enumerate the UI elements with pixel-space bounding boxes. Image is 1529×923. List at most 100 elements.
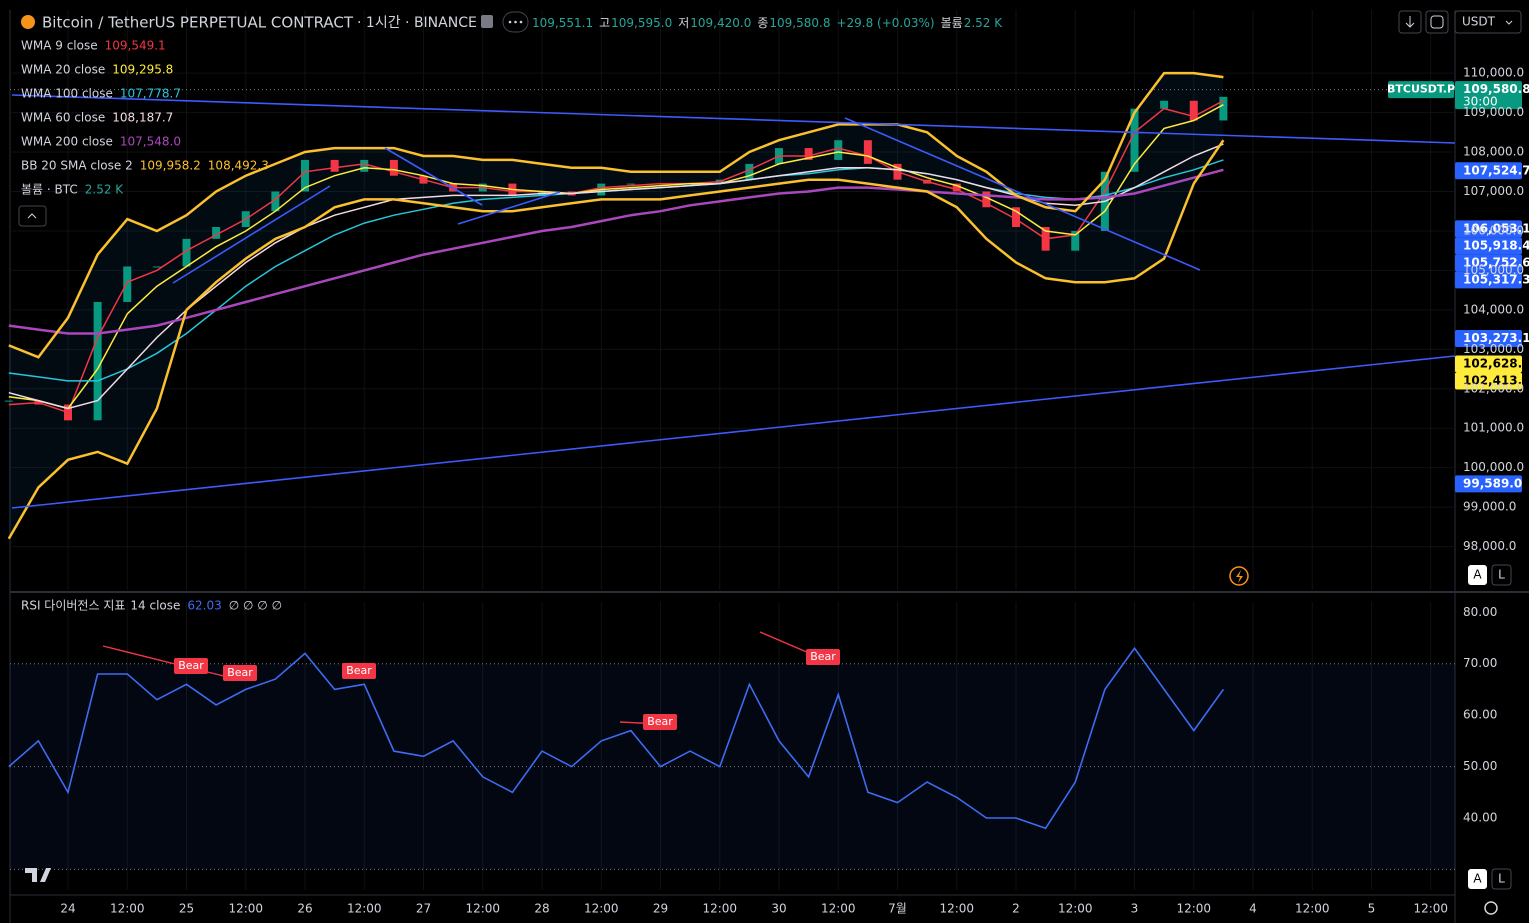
x-tick-label: 12:00 bbox=[939, 902, 974, 916]
flag-icon[interactable] bbox=[481, 15, 493, 28]
legend-name[interactable]: WMA 20 close bbox=[21, 63, 105, 77]
symbol-badge-label: BTCUSDT.P bbox=[1387, 83, 1455, 96]
log-scale-button[interactable] bbox=[1491, 564, 1512, 586]
auto-scale-button[interactable] bbox=[1468, 869, 1487, 889]
x-tick-label: 25 bbox=[179, 902, 194, 916]
annotation-box bbox=[643, 714, 677, 730]
candle bbox=[952, 183, 961, 192]
x-tick-label: 12:00 bbox=[465, 902, 500, 916]
candle bbox=[834, 140, 843, 160]
y-tick-label: 106,000.0 bbox=[1463, 223, 1524, 237]
trend-line bbox=[844, 117, 1201, 271]
log-scale-button[interactable] bbox=[1491, 868, 1512, 890]
rsi-line bbox=[8, 646, 1225, 830]
x-tick-label: 27 bbox=[416, 902, 431, 916]
rsi-value: 62.03 bbox=[187, 599, 221, 613]
ohlc-item: 109,551.1 bbox=[532, 16, 593, 30]
more-button[interactable] bbox=[502, 11, 529, 33]
legend-name[interactable]: WMA 60 close bbox=[21, 111, 105, 125]
alert-icon[interactable] bbox=[1229, 566, 1249, 586]
ohlc-item: 볼륨 bbox=[941, 16, 963, 30]
countdown: 30:00 bbox=[1463, 95, 1498, 109]
price-badge-label: 105,918.4 bbox=[1463, 238, 1529, 252]
price-badge bbox=[1455, 355, 1522, 373]
rsi-flags: ∅ ∅ ∅ ∅ bbox=[229, 599, 282, 613]
trend-line bbox=[11, 94, 1456, 144]
ohlc-item: +29.8 (+0.03%) bbox=[836, 16, 934, 30]
refresh-icon bbox=[1430, 15, 1444, 29]
legend-value: 108,187.7 bbox=[112, 111, 173, 125]
candle bbox=[1189, 100, 1198, 121]
log-scale[interactable]: L bbox=[1498, 872, 1505, 886]
price-badge bbox=[1455, 220, 1522, 238]
rsi-params: 14 close bbox=[130, 599, 180, 613]
candle bbox=[152, 266, 161, 268]
auto-scale[interactable]: A bbox=[1473, 568, 1482, 582]
trend-line bbox=[11, 355, 1456, 509]
y-tick-label: 110,000.0 bbox=[1463, 66, 1524, 80]
price-badge bbox=[1455, 372, 1522, 390]
scroll-icon bbox=[1405, 16, 1415, 28]
price-badge-label: 107,524.7 bbox=[1463, 163, 1529, 177]
refresh-button[interactable] bbox=[1425, 10, 1449, 34]
price-badge bbox=[1455, 237, 1522, 255]
legend-name[interactable]: BB 20 SMA close 2 bbox=[21, 159, 133, 173]
settings-icon[interactable] bbox=[1484, 901, 1498, 915]
symbol-title[interactable]: Bitcoin / TetherUS PERPETUAL CONTRACT bbox=[42, 14, 354, 32]
candle bbox=[389, 159, 398, 176]
x-tick-label: 29 bbox=[653, 902, 668, 916]
x-tick-label: 2 bbox=[1012, 902, 1020, 916]
x-tick-label: 12:00 bbox=[821, 902, 856, 916]
price-badge-label: 99,589.0 bbox=[1463, 476, 1522, 490]
y-tick-label: 80.00 bbox=[1463, 605, 1497, 619]
annotation-box bbox=[806, 649, 840, 665]
x-tick-label: 30 bbox=[771, 902, 786, 916]
legend-name[interactable]: WMA 100 close bbox=[21, 87, 113, 101]
indicator-line bbox=[8, 104, 1224, 410]
collapse-button[interactable] bbox=[18, 205, 47, 227]
x-tick-label: 28 bbox=[534, 902, 549, 916]
price-badge bbox=[1455, 162, 1522, 180]
candle bbox=[1071, 230, 1080, 251]
x-tick-label: 3 bbox=[1131, 902, 1139, 916]
candle bbox=[4, 400, 13, 402]
rsi-title[interactable]: RSI 다이버전스 지표 bbox=[21, 599, 125, 613]
candle bbox=[626, 183, 635, 185]
price-badge bbox=[1455, 271, 1522, 289]
candle bbox=[301, 159, 309, 192]
bb-line bbox=[8, 71, 1224, 359]
interval[interactable]: · 1시간 · BINANCE bbox=[357, 15, 477, 31]
price-badge-label: 102,413.5 bbox=[1463, 373, 1529, 387]
y-tick-label: 101,000.0 bbox=[1463, 421, 1524, 435]
legend-name[interactable]: 볼륨 · BTC bbox=[21, 183, 78, 197]
ohlc-item: 109,420.0 bbox=[690, 16, 751, 30]
candle bbox=[93, 301, 102, 421]
ohlc-item: 2.52 K bbox=[964, 16, 1004, 30]
x-tick-label: 12:00 bbox=[1413, 902, 1448, 916]
auto-scale[interactable]: A bbox=[1473, 872, 1482, 886]
layers bbox=[4, 71, 1455, 870]
annotation: Bear bbox=[178, 659, 204, 672]
logo[interactable] bbox=[25, 868, 51, 882]
legend-name[interactable]: WMA 9 close bbox=[21, 39, 98, 53]
auto-scale-button[interactable] bbox=[1468, 565, 1487, 585]
x-tick-label: 5 bbox=[1368, 902, 1376, 916]
legend-name[interactable]: WMA 200 close bbox=[21, 135, 113, 149]
y-tick-label: 102,000.0 bbox=[1463, 381, 1524, 395]
y-tick-label: 40.00 bbox=[1463, 811, 1497, 825]
candle bbox=[863, 140, 872, 164]
log-scale[interactable]: L bbox=[1498, 568, 1505, 582]
ohlc-item: 고 bbox=[599, 16, 610, 30]
ohlc-item: 109,595.0 bbox=[611, 16, 672, 30]
y-tick-label: 70.00 bbox=[1463, 656, 1497, 670]
currency-dropdown[interactable] bbox=[1454, 10, 1522, 34]
currency[interactable]: USDT bbox=[1462, 15, 1496, 29]
trend-line bbox=[457, 191, 561, 225]
price-badge bbox=[1455, 81, 1522, 110]
y-tick-label: 99,000.0 bbox=[1463, 500, 1516, 514]
x-tick-label: 4 bbox=[1249, 902, 1257, 916]
candle bbox=[982, 191, 991, 208]
x-tick-label: 12:00 bbox=[584, 902, 619, 916]
y-tick-label: 104,000.0 bbox=[1463, 302, 1524, 316]
